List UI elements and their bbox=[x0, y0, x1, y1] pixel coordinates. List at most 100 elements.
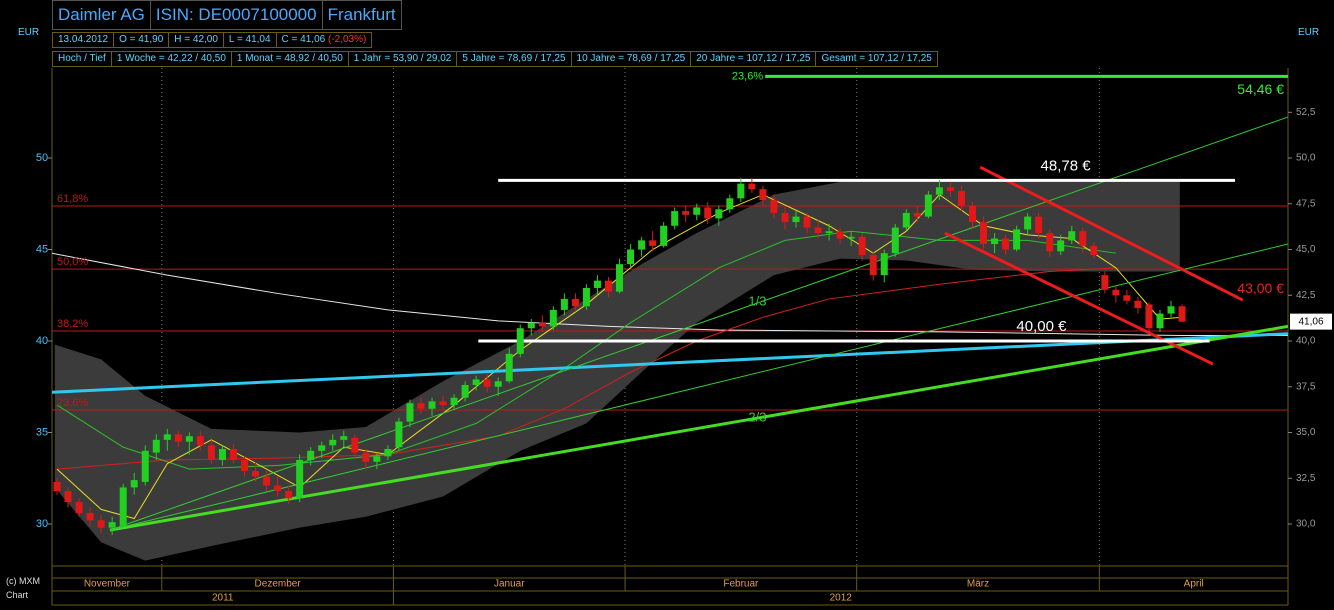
candle-body bbox=[748, 183, 756, 190]
candle-body bbox=[913, 212, 921, 217]
candle-body bbox=[384, 448, 392, 457]
quote-open: O = 41,90 bbox=[114, 32, 170, 48]
quote-change: (-2,03%) bbox=[327, 34, 367, 45]
candle-body bbox=[285, 491, 293, 499]
candle-body bbox=[991, 238, 999, 245]
candle-body bbox=[64, 491, 72, 503]
fib-label: 23,6% bbox=[57, 397, 88, 409]
candle-body bbox=[218, 448, 226, 460]
fib-label: 23,6% bbox=[732, 70, 763, 82]
candle-body bbox=[759, 189, 767, 201]
year-label: 2012 bbox=[830, 593, 853, 604]
candle-body bbox=[329, 439, 337, 446]
candle-body bbox=[825, 231, 833, 234]
indicator-line bbox=[944, 231, 1214, 366]
last-price-box bbox=[1290, 313, 1332, 330]
indicator-line bbox=[109, 116, 1288, 531]
candle-body bbox=[693, 207, 701, 215]
isin: ISIN: DE0007100000 bbox=[150, 0, 323, 30]
quote-date: 13.04.2012 bbox=[52, 32, 115, 48]
x-tick-label: März bbox=[967, 579, 989, 590]
candle-body bbox=[406, 403, 414, 422]
candle-body bbox=[891, 227, 899, 254]
indicator-line bbox=[56, 193, 1183, 520]
candle-body bbox=[847, 236, 855, 239]
currency-right: EUR bbox=[1298, 27, 1320, 38]
candle-body bbox=[781, 212, 789, 223]
y2-tick-label: 42,5 bbox=[1296, 290, 1316, 301]
candle-body bbox=[152, 439, 160, 453]
range-month: 1 Monat = 48,92 / 40,50 bbox=[231, 51, 349, 67]
candle-body bbox=[1090, 245, 1098, 256]
candle-body bbox=[957, 190, 965, 206]
candle-body bbox=[185, 436, 193, 442]
year-label: 2011 bbox=[212, 593, 234, 604]
candle-body bbox=[980, 222, 988, 245]
candle-body bbox=[1101, 275, 1109, 290]
candle-body bbox=[174, 434, 182, 442]
candle-body bbox=[726, 198, 734, 210]
y-tick-label: 30 bbox=[36, 518, 48, 530]
candle-body bbox=[207, 445, 215, 460]
candle-body bbox=[836, 231, 844, 239]
price-label: 43,00 € bbox=[1237, 280, 1284, 296]
candle-body bbox=[968, 205, 976, 223]
candle-body bbox=[649, 240, 657, 246]
quote-close: C = 41,06 (-2,03%) bbox=[276, 32, 373, 48]
exchange: Frankfurt bbox=[322, 0, 402, 30]
range-10y: 10 Jahre = 78,69 / 17,25 bbox=[571, 51, 692, 67]
plot-area bbox=[52, 68, 1288, 565]
candle-body bbox=[505, 353, 513, 382]
candle-body bbox=[53, 481, 61, 492]
candle-body bbox=[141, 450, 149, 482]
candle-body bbox=[560, 298, 568, 310]
candle-body bbox=[417, 403, 425, 409]
candle-body bbox=[869, 255, 877, 276]
candle-body bbox=[814, 227, 822, 234]
candle-body bbox=[1145, 304, 1153, 329]
y2-tick-label: 50,0 bbox=[1296, 153, 1316, 164]
candle-body bbox=[296, 459, 304, 499]
candle-body bbox=[682, 211, 690, 215]
candle-body bbox=[362, 452, 370, 462]
candle-body bbox=[307, 450, 315, 460]
candle-body bbox=[605, 280, 612, 292]
range-20y: 20 Jahre = 107,12 / 17,25 bbox=[691, 51, 817, 67]
candle-body bbox=[108, 522, 116, 528]
candle-body bbox=[263, 476, 271, 486]
quote-close-value: C = 41,06 bbox=[281, 34, 326, 45]
candle-body bbox=[229, 448, 237, 460]
candle-body bbox=[902, 212, 910, 228]
credit: Chart bbox=[6, 590, 29, 600]
y2-tick-label: 52,5 bbox=[1296, 107, 1316, 118]
candle-body bbox=[1046, 233, 1054, 252]
candle-body bbox=[428, 401, 436, 409]
candle-body bbox=[1013, 229, 1021, 250]
candle-body bbox=[792, 216, 800, 223]
indicator-line bbox=[109, 243, 1288, 531]
ranges-row: Hoch / Tief 1 Woche = 42,22 / 40,50 1 Mo… bbox=[52, 51, 938, 67]
candle-body bbox=[1156, 313, 1164, 329]
fib-label: 61,8% bbox=[57, 193, 88, 205]
candle-body bbox=[86, 513, 94, 521]
candle-body bbox=[549, 309, 557, 327]
fib-label: 50,0% bbox=[57, 256, 88, 268]
candle-body bbox=[538, 322, 546, 327]
candle-body bbox=[1068, 231, 1076, 241]
candle-body bbox=[439, 401, 447, 406]
candle-body bbox=[1035, 216, 1043, 234]
candle-body bbox=[1167, 306, 1175, 314]
candle-body bbox=[803, 216, 811, 228]
annotation: 1/3 bbox=[748, 293, 766, 308]
indicator-line bbox=[109, 324, 1288, 532]
candle-body bbox=[516, 328, 524, 354]
y2-tick-label: 47,5 bbox=[1296, 198, 1316, 209]
candle-body bbox=[395, 421, 403, 448]
candle-body bbox=[97, 520, 105, 528]
x-tick-label: Januar bbox=[494, 579, 525, 590]
indicator-line bbox=[56, 230, 1116, 470]
range-week: 1 Woche = 42,22 / 40,50 bbox=[111, 51, 232, 67]
quote-row: 13.04.2012 O = 41,90 H = 42,00 L = 41,04… bbox=[52, 32, 373, 48]
candle-body bbox=[472, 379, 480, 385]
candle-body bbox=[1178, 306, 1186, 322]
